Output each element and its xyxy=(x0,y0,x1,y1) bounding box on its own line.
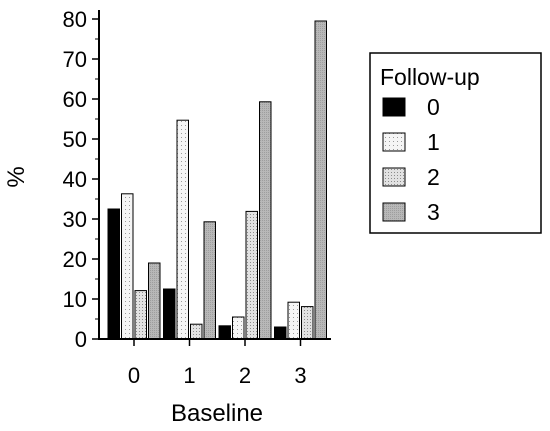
y-ticks-layer: 0 10 20 30 40 50 60 70 80 xyxy=(63,7,99,352)
legend-label: 2 xyxy=(427,164,440,190)
y-tick-label: 80 xyxy=(63,7,87,32)
bar-followup-2-baseline-3 xyxy=(301,306,314,340)
legend-label: 3 xyxy=(427,199,440,225)
x-tick-label: 3 xyxy=(294,363,306,388)
legend-title: Follow-up xyxy=(380,64,480,90)
bar-followup-0-baseline-2 xyxy=(218,325,231,340)
y-tick-label: 40 xyxy=(63,167,87,192)
legend-swatch xyxy=(382,132,406,152)
x-tick-label: 0 xyxy=(128,363,140,388)
legend-swatch xyxy=(382,167,406,187)
bar-followup-2-baseline-0 xyxy=(134,290,147,340)
x-tick-label: 1 xyxy=(183,363,195,388)
bar-followup-2-baseline-1 xyxy=(190,323,203,340)
y-tick-label: 0 xyxy=(75,327,87,352)
bar-followup-2-baseline-2 xyxy=(245,210,258,340)
bar-followup-1-baseline-0 xyxy=(121,193,134,340)
bars-layer xyxy=(107,20,327,340)
bar-followup-1-baseline-2 xyxy=(232,316,245,340)
bar-followup-1-baseline-1 xyxy=(176,119,189,340)
y-tick-label: 60 xyxy=(63,87,87,112)
bar-followup-3-baseline-2 xyxy=(259,101,272,340)
legend-swatch xyxy=(382,202,406,222)
legend: Follow-up 0 1 2 3 xyxy=(369,52,542,234)
legend-swatch xyxy=(382,97,406,117)
bar-followup-0-baseline-0 xyxy=(107,208,120,340)
y-tick-label: 30 xyxy=(63,207,87,232)
x-ticks-layer: 0 1 2 3 xyxy=(128,339,307,388)
bar-followup-3-baseline-0 xyxy=(148,262,161,340)
y-tick-label: 20 xyxy=(63,247,87,272)
legend-label: 0 xyxy=(427,94,440,120)
bar-followup-3-baseline-1 xyxy=(203,221,216,340)
x-tick-label: 2 xyxy=(239,363,251,388)
bar-followup-3-baseline-3 xyxy=(314,20,327,340)
bar-followup-1-baseline-3 xyxy=(287,301,300,340)
bar-followup-0-baseline-3 xyxy=(274,326,287,340)
y-tick-label: 10 xyxy=(63,287,87,312)
x-axis-title: Baseline xyxy=(171,400,263,427)
legend-items: 0 1 2 3 xyxy=(382,94,440,225)
y-axis-title: % xyxy=(3,166,30,187)
y-tick-label: 50 xyxy=(63,127,87,152)
legend-label: 1 xyxy=(427,129,440,155)
y-tick-label: 70 xyxy=(63,47,87,72)
bar-followup-0-baseline-1 xyxy=(163,288,176,340)
